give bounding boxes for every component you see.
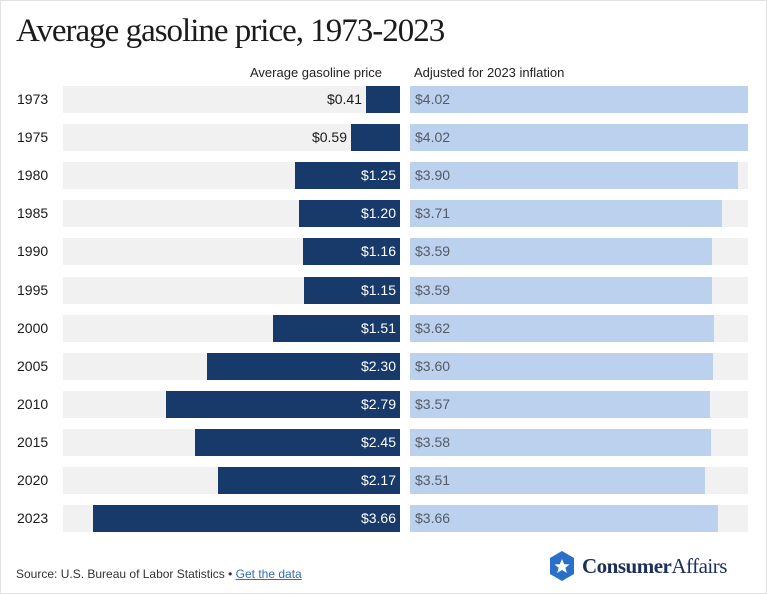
source-separator: • — [224, 567, 236, 581]
logo-wordmark-regular: Affairs — [671, 553, 727, 578]
year-label: 2005 — [17, 358, 49, 374]
chart-row: 1995 $1.15 $3.59 — [1, 277, 766, 304]
value-label-nominal: $2.79 — [360, 396, 396, 412]
value-label-adjusted: $3.71 — [415, 205, 451, 221]
value-label-nominal: $2.17 — [360, 472, 396, 488]
value-label-nominal: $0.41 — [326, 91, 362, 107]
chart-row: 2005 $2.30 $3.60 — [1, 353, 766, 380]
bar-adjusted-price — [410, 429, 711, 456]
consumeraffairs-logo: ConsumerAffairs — [548, 550, 727, 582]
bar-nominal-price — [299, 200, 400, 227]
value-label-adjusted: $3.66 — [415, 510, 451, 526]
chart-row: 1975 $0.59 $4.02 — [1, 124, 766, 151]
bar-nominal-price — [304, 277, 400, 304]
logo-wordmark-bold: Consumer — [582, 553, 672, 578]
bar-nominal-price — [195, 429, 400, 456]
value-label-adjusted: $3.51 — [415, 472, 451, 488]
value-label-adjusted: $4.02 — [415, 91, 451, 107]
value-label-nominal: $0.59 — [311, 129, 347, 145]
bar-nominal-price — [218, 467, 400, 494]
bar-track-nominal — [63, 86, 400, 113]
chart-row: 2015 $2.45 $3.58 — [1, 429, 766, 456]
year-label: 1975 — [17, 129, 49, 145]
source-text: Source: U.S. Bureau of Labor Statistics — [16, 567, 225, 581]
chart-row: 2023 $3.66 $3.66 — [1, 505, 766, 532]
chart-row: 1990 $1.16 $3.59 — [1, 238, 766, 265]
year-label: 2000 — [17, 320, 49, 336]
logo-wordmark: ConsumerAffairs — [582, 554, 727, 579]
chart-title: Average gasoline price, 1973-2023 — [16, 13, 445, 49]
year-label: 1985 — [17, 205, 49, 221]
bar-adjusted-price — [410, 86, 748, 113]
year-label: 1995 — [17, 282, 49, 298]
value-label-nominal: $1.25 — [360, 167, 396, 183]
bar-adjusted-price — [410, 200, 722, 227]
bar-track-nominal — [63, 124, 400, 151]
bar-nominal-price — [295, 162, 400, 189]
value-label-adjusted: $3.57 — [415, 396, 451, 412]
value-label-adjusted: $3.59 — [415, 282, 451, 298]
value-label-adjusted: $3.90 — [415, 167, 451, 183]
value-label-nominal: $1.16 — [360, 243, 396, 259]
value-label-adjusted: $3.58 — [415, 434, 451, 450]
value-label-adjusted: $3.62 — [415, 320, 451, 336]
value-label-nominal: $2.30 — [360, 358, 396, 374]
year-label: 2015 — [17, 434, 49, 450]
chart-row: 2000 $1.51 $3.62 — [1, 315, 766, 342]
bar-adjusted-price — [410, 277, 712, 304]
bar-nominal-price — [93, 505, 400, 532]
value-label-adjusted: $3.59 — [415, 243, 451, 259]
source-note: Source: U.S. Bureau of Labor Statistics … — [16, 567, 302, 581]
bar-adjusted-price — [410, 238, 712, 265]
value-label-adjusted: $3.60 — [415, 358, 451, 374]
value-label-adjusted: $4.02 — [415, 129, 451, 145]
value-label-nominal: $2.45 — [360, 434, 396, 450]
bar-adjusted-price — [410, 505, 718, 532]
chart-row: 2010 $2.79 $3.57 — [1, 391, 766, 418]
value-label-nominal: $1.51 — [360, 320, 396, 336]
bar-nominal-price — [366, 86, 400, 113]
value-label-nominal: $1.20 — [360, 205, 396, 221]
bar-nominal-price — [351, 124, 400, 151]
column-header-average-price: Average gasoline price — [250, 65, 383, 80]
chart-row: 1985 $1.20 $3.71 — [1, 200, 766, 227]
bar-nominal-price — [273, 315, 400, 342]
chart-row: 1980 $1.25 $3.90 — [1, 162, 766, 189]
value-label-nominal: $1.15 — [360, 282, 396, 298]
bar-adjusted-price — [410, 467, 705, 494]
year-label: 1990 — [17, 243, 49, 259]
star-shield-icon — [550, 551, 574, 581]
bar-nominal-price — [303, 238, 400, 265]
bar-adjusted-price — [410, 315, 714, 342]
bar-adjusted-price — [410, 353, 713, 380]
chart-row: 2020 $2.17 $3.51 — [1, 467, 766, 494]
bar-adjusted-price — [410, 391, 710, 418]
bar-nominal-price — [207, 353, 400, 380]
year-label: 1980 — [17, 167, 49, 183]
year-label: 1973 — [17, 91, 49, 107]
year-label: 2010 — [17, 396, 49, 412]
get-the-data-link[interactable]: Get the data — [235, 567, 302, 581]
column-header-inflation-adjusted: Adjusted for 2023 inflation — [414, 65, 565, 80]
year-label: 2020 — [17, 472, 49, 488]
bar-adjusted-price — [410, 162, 738, 189]
bar-adjusted-price — [410, 124, 748, 151]
year-label: 2023 — [17, 510, 49, 526]
chart-row: 1973 $0.41 $4.02 — [1, 86, 766, 113]
value-label-nominal: $3.66 — [360, 510, 396, 526]
bar-nominal-price — [166, 391, 400, 418]
